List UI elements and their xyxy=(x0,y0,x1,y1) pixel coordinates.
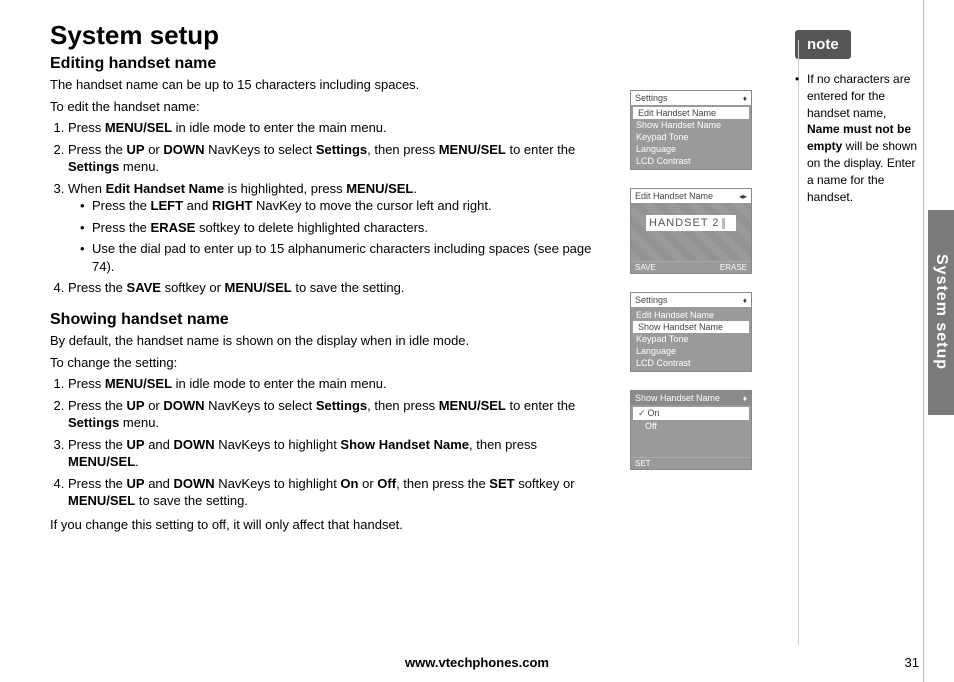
menu-item: ✓On xyxy=(633,407,749,420)
section1-steps: Press MENU/SEL in idle mode to enter the… xyxy=(68,119,610,297)
s1-step1: Press MENU/SEL in idle mode to enter the… xyxy=(68,119,610,137)
s1-bullets: Press the LEFT and RIGHT NavKey to move … xyxy=(80,197,610,275)
handset-name-field: HANDSET 2 xyxy=(646,215,736,231)
section2-heading: Showing handset name xyxy=(50,311,610,329)
softkey-right: ERASE xyxy=(720,263,747,272)
screen-header: Show Handset Name♦ xyxy=(631,391,751,405)
screens-column: Settings♦ Edit Handset Name Show Handset… xyxy=(630,20,780,642)
phone-screen-edit-name: Edit Handset Name◂▸ HANDSET 2 SAVE ERASE xyxy=(630,188,752,274)
menu-item: Show Handset Name xyxy=(633,321,749,333)
s1-bul1: Press the LEFT and RIGHT NavKey to move … xyxy=(80,197,610,215)
s1-step2: Press the UP or DOWN NavKeys to select S… xyxy=(68,141,610,176)
screen-footer: SAVE ERASE xyxy=(631,261,751,273)
menu-item: Edit Handset Name xyxy=(631,309,751,321)
page-number: 31 xyxy=(905,655,919,670)
s2-step3: Press the UP and DOWN NavKeys to highlig… xyxy=(68,436,610,471)
section1-intro1: The handset name can be up to 15 charact… xyxy=(50,76,610,94)
section1-intro2: To edit the handset name: xyxy=(50,98,610,116)
note-badge: note xyxy=(795,30,851,59)
screen-body: ✓On Off xyxy=(631,405,751,457)
screen-body: HANDSET 2 xyxy=(631,203,751,261)
updown-icon: ♦ xyxy=(743,394,747,403)
menu-item: Keypad Tone xyxy=(631,333,751,345)
phone-screen-settings-1: Settings♦ Edit Handset Name Show Handset… xyxy=(630,90,752,170)
page-edge-line xyxy=(923,0,924,682)
section1-heading: Editing handset name xyxy=(50,55,610,73)
screen-header: Settings♦ xyxy=(631,91,751,105)
page-title: System setup xyxy=(50,20,610,51)
s2-step4: Press the UP and DOWN NavKeys to highlig… xyxy=(68,475,610,510)
note-column: note If no characters are entered for th… xyxy=(780,20,920,642)
softkey-left: SAVE xyxy=(635,263,656,272)
menu-item: Keypad Tone xyxy=(631,131,751,143)
footer-url: www.vtechphones.com xyxy=(0,655,954,670)
menu-item: Language xyxy=(631,143,751,155)
screen-header: Settings♦ xyxy=(631,293,751,307)
s1-bul2: Press the ERASE softkey to delete highli… xyxy=(80,219,610,237)
leftright-icon: ◂▸ xyxy=(739,192,747,201)
s1-step4: Press the SAVE softkey or MENU/SEL to sa… xyxy=(68,279,610,297)
s2-step2: Press the UP or DOWN NavKeys to select S… xyxy=(68,397,610,432)
note-list: If no characters are entered for the han… xyxy=(795,71,920,205)
main-text-column: System setup Editing handset name The ha… xyxy=(50,20,630,642)
screen-header: Edit Handset Name◂▸ xyxy=(631,189,751,203)
updown-icon: ♦ xyxy=(743,296,747,305)
screen-body: Edit Handset Name Show Handset Name Keyp… xyxy=(631,105,751,169)
s1-step3: When Edit Handset Name is highlighted, p… xyxy=(68,180,610,276)
s1-bul3: Use the dial pad to enter up to 15 alpha… xyxy=(80,240,610,275)
menu-item: LCD Contrast xyxy=(631,155,751,167)
section2-steps: Press MENU/SEL in idle mode to enter the… xyxy=(68,375,610,510)
softkey-left: SET xyxy=(635,459,651,468)
menu-item: Language xyxy=(631,345,751,357)
text-cursor xyxy=(722,218,725,229)
phone-screen-settings-2: Settings♦ Edit Handset Name Show Handset… xyxy=(630,292,752,372)
section2-outro: If you change this setting to off, it wi… xyxy=(50,516,610,534)
menu-item: Edit Handset Name xyxy=(633,107,749,119)
menu-item: Off xyxy=(631,420,751,432)
section2-intro2: To change the setting: xyxy=(50,354,610,372)
screen-body: Edit Handset Name Show Handset Name Keyp… xyxy=(631,307,751,371)
check-icon: ✓ xyxy=(638,408,646,418)
side-tab: System setup xyxy=(928,210,954,415)
section2-intro1: By default, the handset name is shown on… xyxy=(50,332,610,350)
note-item: If no characters are entered for the han… xyxy=(795,71,920,205)
screen-footer: SET xyxy=(631,457,751,469)
phone-screen-show-name: Show Handset Name♦ ✓On Off SET xyxy=(630,390,752,470)
s2-step1: Press MENU/SEL in idle mode to enter the… xyxy=(68,375,610,393)
page-body: System setup Editing handset name The ha… xyxy=(0,0,954,642)
menu-item: Show Handset Name xyxy=(631,119,751,131)
updown-icon: ♦ xyxy=(743,94,747,103)
menu-item: LCD Contrast xyxy=(631,357,751,369)
